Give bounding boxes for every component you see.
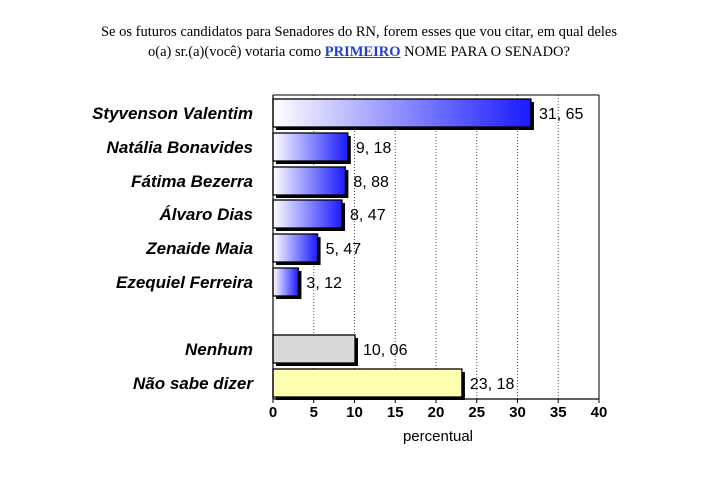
x-axis-label: percentual <box>403 428 473 445</box>
x-tick-label: 40 <box>591 404 608 421</box>
x-tick-label: 10 <box>346 404 363 421</box>
category-label: Zenaide Maia <box>145 239 253 258</box>
question-line-2-end: NOME PARA O SENADO? <box>400 44 570 60</box>
x-tick-label: 35 <box>550 404 567 421</box>
x-tick-label: 5 <box>310 404 318 421</box>
category-label: Álvaro Dias <box>158 205 253 224</box>
bar <box>272 267 300 297</box>
category-label: Fátima Bezerra <box>131 172 253 191</box>
value-label: 10, 06 <box>363 342 408 359</box>
bar <box>272 132 349 162</box>
category-label: Não sabe dizer <box>133 374 254 393</box>
bar <box>272 233 319 263</box>
category-label: Natália Bonavides <box>107 138 253 157</box>
bar <box>272 166 347 196</box>
x-tick-label: 20 <box>428 404 445 421</box>
question-keyword: PRIMEIRO <box>324 44 401 60</box>
bar <box>272 199 343 229</box>
bar <box>272 334 356 364</box>
value-label: 8, 47 <box>350 207 386 224</box>
value-label: 3, 12 <box>306 275 342 292</box>
x-tick-label: 0 <box>269 404 277 421</box>
x-tick-label: 15 <box>387 404 404 421</box>
question-line-1: Se os futuros candidatos para Senadores … <box>100 24 618 40</box>
value-label: 9, 18 <box>356 140 392 157</box>
bars <box>272 98 534 400</box>
x-tick-label: 30 <box>509 404 526 421</box>
category-label: Nenhum <box>185 340 253 359</box>
x-tick-label: 25 <box>468 404 485 421</box>
question-line-2-start: o(a) sr.(a)(você) votaria como <box>148 44 325 60</box>
x-axis: 0 5 10 15 20 25 30 35 40 <box>269 94 608 421</box>
value-label: 5, 47 <box>326 241 362 258</box>
value-label: 23, 18 <box>470 376 515 393</box>
category-label: Ezequiel Ferreira <box>116 273 253 292</box>
chart-question: Se os futuros candidatos para Senadores … <box>0 22 718 62</box>
value-label: 8, 88 <box>353 174 389 191</box>
bar <box>272 98 532 128</box>
category-label: Styvenson Valentim <box>92 104 253 123</box>
value-label: 31, 65 <box>539 106 584 123</box>
bar <box>272 368 463 398</box>
question-line-2: o(a) sr.(a)(você) votaria como PRIMEIRO … <box>0 42 718 62</box>
labels: Styvenson Valentim 31, 65 Natália Bonavide… <box>92 104 583 393</box>
